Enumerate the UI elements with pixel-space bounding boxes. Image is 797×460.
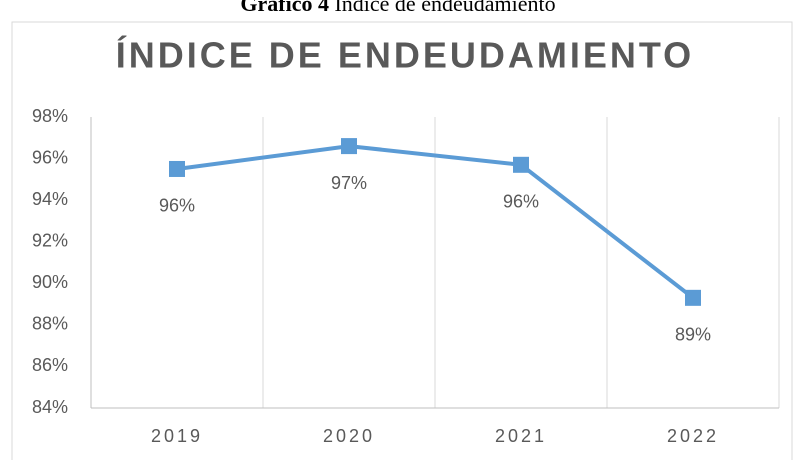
x-tick-label: 2021	[495, 426, 547, 446]
y-tick-label: 92%	[32, 230, 68, 250]
marker	[513, 156, 529, 173]
y-tick-label: 86%	[32, 355, 68, 375]
y-tick-label: 98%	[32, 106, 68, 126]
data-label: 97%	[331, 173, 367, 193]
y-tick-label: 94%	[32, 189, 68, 209]
marker	[169, 160, 185, 177]
x-tick-label: 2022	[667, 426, 719, 446]
y-tick-label: 84%	[32, 397, 68, 417]
chart-border	[11, 21, 793, 460]
caption-label: Gráfico 4	[240, 0, 329, 16]
marker	[685, 289, 701, 306]
y-tick-label: 90%	[32, 272, 68, 292]
data-label: 96%	[159, 196, 195, 216]
data-label: 96%	[503, 192, 539, 212]
y-tick-label: 88%	[32, 314, 68, 334]
caption-text: Índice de endeudamiento	[334, 0, 555, 16]
line	[176, 144, 695, 300]
caption: Gráfico 4 Índice de endeudamiento	[240, 0, 555, 16]
x-tick-label: 2019	[151, 426, 203, 446]
x-tick-label: 2020	[323, 426, 375, 446]
data-label: 89%	[675, 325, 711, 345]
chart-title: ÍNDICE DE ENDEUDAMIENTO	[116, 35, 694, 76]
y-tick-label: 96%	[32, 147, 68, 167]
marker	[341, 138, 357, 155]
